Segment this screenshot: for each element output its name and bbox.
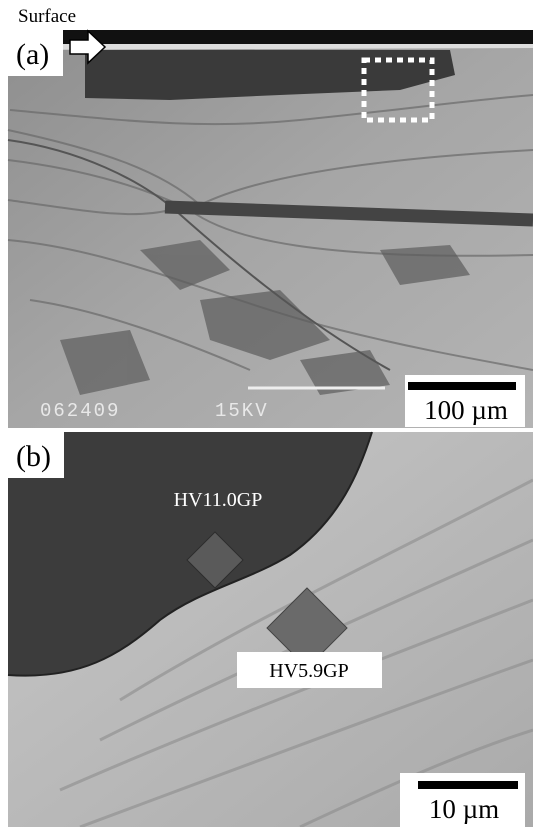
panel-label: (a) [16, 38, 49, 71]
scale-label: 100 µm [424, 395, 508, 425]
indent-label: HV5.9GP [269, 660, 348, 682]
panel-a: 062409 15KV (a) Surface 100 µm [8, 6, 533, 428]
figure: 062409 15KV (a) Surface 100 µm HV11.0GP … [0, 0, 533, 827]
footer-id: 062409 [40, 400, 120, 422]
scale-bar [408, 382, 516, 390]
indent-label: HV11.0GP [174, 489, 263, 511]
panel-b: HV11.0GP HV5.9GP (b) 10 µm [8, 432, 533, 827]
scale-label: 10 µm [429, 794, 499, 824]
footer-kv: 15KV [215, 400, 269, 422]
surface-annotation: Surface [18, 6, 76, 27]
panel-label: (b) [16, 440, 51, 473]
scale-bar [418, 781, 518, 789]
